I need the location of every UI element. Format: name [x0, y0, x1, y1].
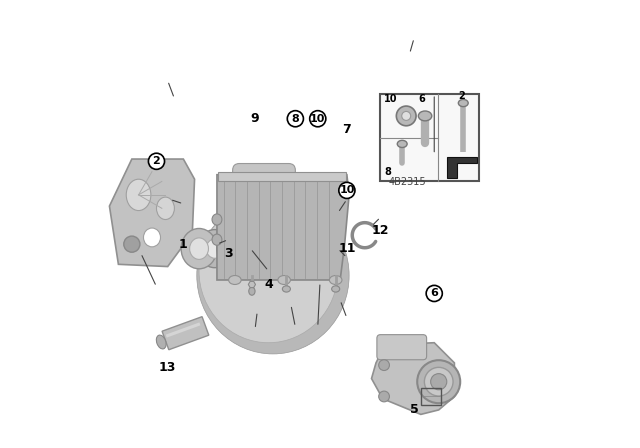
- Ellipse shape: [212, 234, 222, 246]
- Ellipse shape: [228, 276, 241, 284]
- Circle shape: [396, 106, 416, 126]
- Circle shape: [379, 391, 389, 402]
- Text: 8: 8: [384, 167, 391, 177]
- Text: 2: 2: [152, 156, 161, 166]
- Ellipse shape: [198, 229, 232, 267]
- Ellipse shape: [316, 239, 333, 258]
- Ellipse shape: [212, 214, 222, 225]
- Ellipse shape: [419, 111, 432, 121]
- Ellipse shape: [282, 286, 291, 292]
- Text: 4: 4: [264, 278, 273, 291]
- Text: 12: 12: [372, 224, 389, 237]
- Ellipse shape: [330, 276, 342, 284]
- Ellipse shape: [332, 286, 340, 292]
- Text: 11: 11: [338, 242, 356, 255]
- Text: 10: 10: [310, 114, 326, 124]
- Text: 13: 13: [159, 361, 177, 374]
- Text: 10: 10: [384, 94, 397, 104]
- Bar: [218, 172, 346, 181]
- Ellipse shape: [308, 229, 341, 267]
- Ellipse shape: [143, 228, 161, 247]
- Ellipse shape: [458, 99, 468, 107]
- Circle shape: [148, 153, 164, 169]
- Ellipse shape: [217, 231, 248, 267]
- Polygon shape: [109, 159, 195, 267]
- Circle shape: [124, 236, 140, 252]
- Polygon shape: [166, 323, 200, 338]
- Ellipse shape: [232, 173, 252, 196]
- Text: 4B2315: 4B2315: [388, 177, 426, 187]
- Circle shape: [379, 360, 389, 370]
- Ellipse shape: [181, 228, 217, 269]
- Text: 3: 3: [224, 246, 232, 260]
- Bar: [421, 388, 441, 405]
- Text: 2: 2: [458, 90, 465, 100]
- Polygon shape: [371, 343, 454, 414]
- Ellipse shape: [156, 197, 174, 220]
- Ellipse shape: [206, 239, 223, 258]
- Ellipse shape: [189, 238, 209, 259]
- Polygon shape: [447, 157, 477, 178]
- Circle shape: [424, 367, 453, 396]
- Circle shape: [426, 285, 442, 302]
- Ellipse shape: [397, 140, 407, 147]
- Circle shape: [402, 112, 411, 121]
- Text: 10: 10: [339, 185, 355, 195]
- Ellipse shape: [249, 287, 255, 295]
- Ellipse shape: [278, 276, 291, 284]
- Circle shape: [310, 111, 326, 127]
- FancyBboxPatch shape: [377, 335, 427, 360]
- Ellipse shape: [225, 239, 241, 258]
- Circle shape: [339, 182, 355, 198]
- Text: 1: 1: [179, 237, 188, 251]
- Text: 6: 6: [430, 289, 438, 298]
- FancyBboxPatch shape: [233, 164, 296, 206]
- Polygon shape: [217, 175, 349, 280]
- Circle shape: [287, 111, 303, 127]
- Text: 7: 7: [342, 123, 351, 137]
- Bar: [380, 94, 479, 181]
- Text: 9: 9: [251, 112, 259, 125]
- Ellipse shape: [126, 179, 151, 211]
- Circle shape: [417, 360, 460, 403]
- Text: 6: 6: [418, 94, 425, 104]
- Ellipse shape: [197, 197, 349, 354]
- Polygon shape: [248, 281, 255, 288]
- Ellipse shape: [156, 335, 166, 349]
- Text: 5: 5: [410, 403, 419, 417]
- Text: 8: 8: [291, 114, 300, 124]
- Ellipse shape: [199, 199, 338, 343]
- Circle shape: [431, 374, 447, 390]
- Polygon shape: [162, 317, 209, 350]
